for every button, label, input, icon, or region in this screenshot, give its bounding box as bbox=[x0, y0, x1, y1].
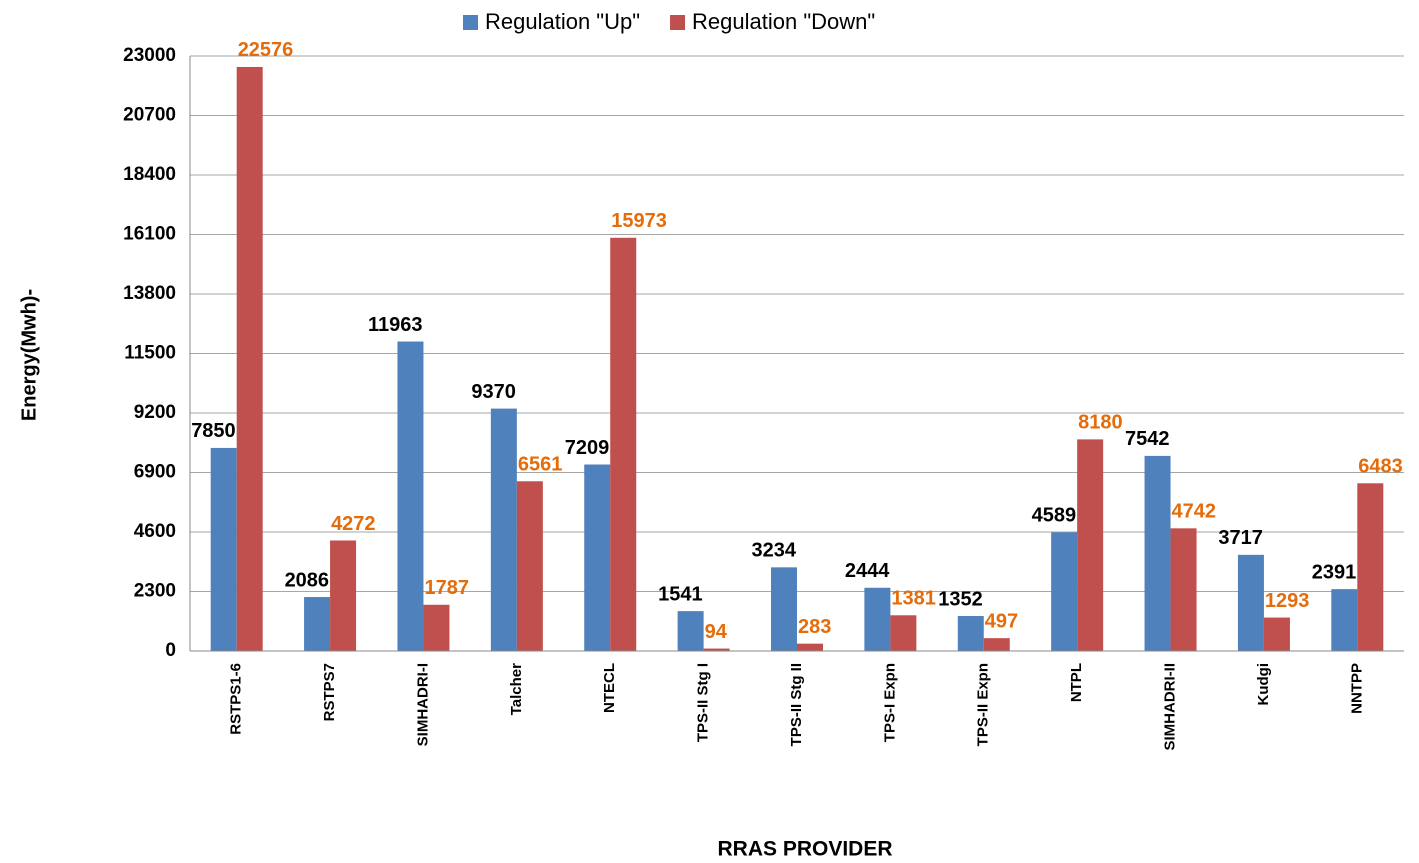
bar bbox=[1237, 554, 1264, 651]
data-label: 3234 bbox=[752, 540, 797, 562]
y-tick-label: 18400 bbox=[123, 164, 176, 185]
data-label: 6483 bbox=[1358, 456, 1403, 478]
bar bbox=[330, 540, 357, 651]
x-tick-label: Talcher bbox=[508, 663, 525, 715]
data-label: 4742 bbox=[1172, 501, 1217, 523]
bar bbox=[610, 237, 637, 651]
bar bbox=[1144, 455, 1171, 651]
data-label: 6561 bbox=[518, 454, 563, 476]
y-tick-label: 4600 bbox=[134, 521, 176, 542]
data-label: 22576 bbox=[238, 39, 294, 61]
data-label: 1541 bbox=[658, 583, 703, 605]
bar bbox=[1170, 528, 1197, 651]
bar bbox=[397, 341, 424, 651]
bar bbox=[890, 615, 917, 651]
bar bbox=[210, 447, 237, 651]
y-tick-label: 6900 bbox=[134, 462, 176, 483]
data-label: 9370 bbox=[471, 381, 516, 403]
data-label: 1293 bbox=[1265, 590, 1310, 612]
bar bbox=[423, 604, 450, 651]
bar bbox=[703, 648, 730, 651]
bar bbox=[1263, 617, 1290, 651]
x-tick-label: TPS-II Stg II bbox=[788, 663, 805, 746]
data-label: 94 bbox=[705, 621, 728, 643]
data-label: 3717 bbox=[1218, 527, 1263, 549]
x-tick-label: SIMHADRI-I bbox=[414, 663, 431, 746]
bar bbox=[490, 408, 517, 651]
data-label: 4589 bbox=[1032, 505, 1077, 527]
bar bbox=[1051, 532, 1078, 651]
legend-label: Regulation "Down" bbox=[692, 9, 875, 34]
data-label: 497 bbox=[985, 610, 1018, 632]
y-tick-label: 20700 bbox=[123, 105, 176, 126]
data-label: 2444 bbox=[845, 560, 890, 582]
bar bbox=[236, 66, 263, 652]
y-tick-label: 23000 bbox=[123, 45, 176, 66]
data-label: 1352 bbox=[938, 588, 983, 610]
bar bbox=[771, 567, 797, 651]
x-tick-label: NTPL bbox=[1068, 663, 1085, 702]
y-tick-label: 13800 bbox=[123, 283, 176, 304]
x-axis-title: RRAS PROVIDER bbox=[717, 838, 892, 861]
data-label: 15973 bbox=[611, 210, 667, 232]
data-label: 4272 bbox=[331, 513, 376, 535]
bar bbox=[584, 464, 611, 651]
data-label: 8180 bbox=[1078, 412, 1123, 434]
data-label: 283 bbox=[798, 616, 831, 638]
bar bbox=[304, 597, 331, 651]
y-tick-label: 11500 bbox=[124, 343, 176, 364]
x-tick-label: TPS-I Expn bbox=[881, 663, 898, 742]
bar bbox=[1077, 439, 1104, 651]
bar bbox=[677, 611, 704, 651]
data-label: 1381 bbox=[891, 588, 936, 610]
data-label: 11963 bbox=[368, 314, 423, 336]
x-tick-label: NTECL bbox=[601, 663, 618, 713]
x-tick-label: RSTPS1-6 bbox=[228, 663, 245, 735]
x-tick-label: TPS-II Expn bbox=[975, 663, 992, 746]
legend-swatch bbox=[670, 15, 686, 30]
bar bbox=[957, 616, 984, 651]
data-label: 7850 bbox=[191, 420, 236, 442]
legend-label: Regulation "Up" bbox=[485, 9, 640, 34]
x-tick-label: RSTPS7 bbox=[321, 663, 338, 721]
x-tick-label: NNTPP bbox=[1348, 663, 1365, 714]
data-label: 7209 bbox=[565, 437, 610, 459]
y-tick-label: 16100 bbox=[123, 224, 176, 245]
y-axis-title: Energy(Mwh)- bbox=[18, 289, 40, 421]
y-tick-label: 2300 bbox=[134, 581, 176, 602]
data-label: 1787 bbox=[424, 577, 469, 599]
legend-swatch bbox=[463, 15, 478, 30]
y-tick-label: 9200 bbox=[134, 402, 176, 423]
bar bbox=[797, 643, 823, 651]
x-tick-label: TPS-II Stg I bbox=[695, 663, 712, 742]
bar bbox=[516, 481, 543, 651]
bar bbox=[1331, 589, 1358, 651]
data-label: 7542 bbox=[1125, 428, 1170, 450]
data-label: 2086 bbox=[285, 569, 330, 591]
bar bbox=[983, 638, 1010, 651]
x-tick-label: SIMHADRI-II bbox=[1162, 663, 1179, 751]
bar bbox=[1357, 483, 1384, 651]
x-tick-label: Kudgi bbox=[1255, 663, 1272, 706]
bar bbox=[864, 587, 891, 651]
data-label: 2391 bbox=[1312, 561, 1357, 583]
y-tick-label: 0 bbox=[165, 640, 176, 661]
